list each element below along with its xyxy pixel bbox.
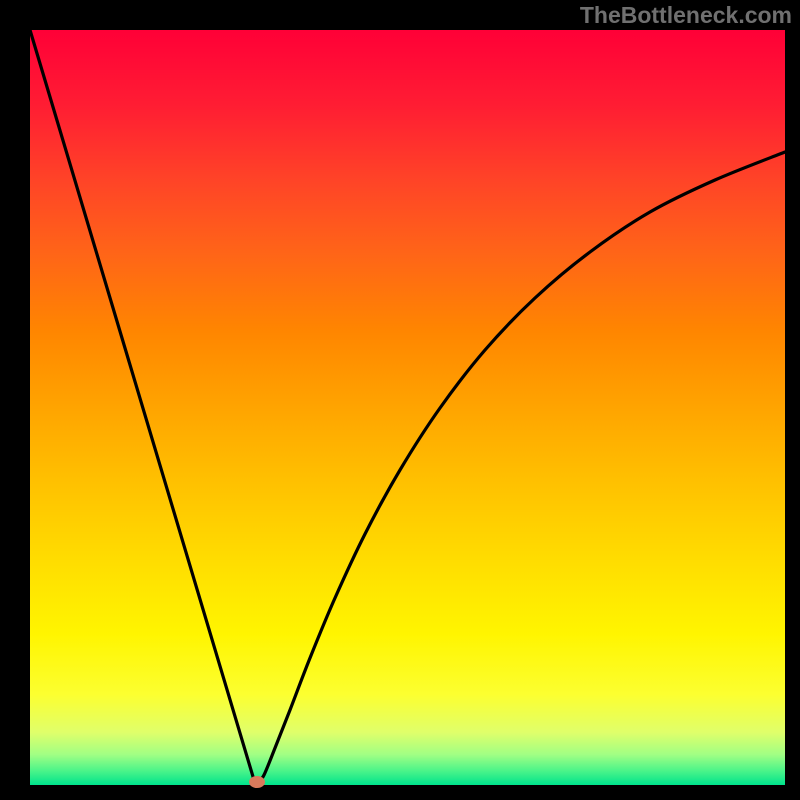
chart-container: TheBottleneck.com: [0, 0, 800, 800]
curve-overlay: [0, 0, 800, 800]
vertex-marker: [249, 776, 265, 788]
watermark-text: TheBottleneck.com: [580, 2, 792, 29]
bottleneck-curve: [30, 30, 785, 783]
